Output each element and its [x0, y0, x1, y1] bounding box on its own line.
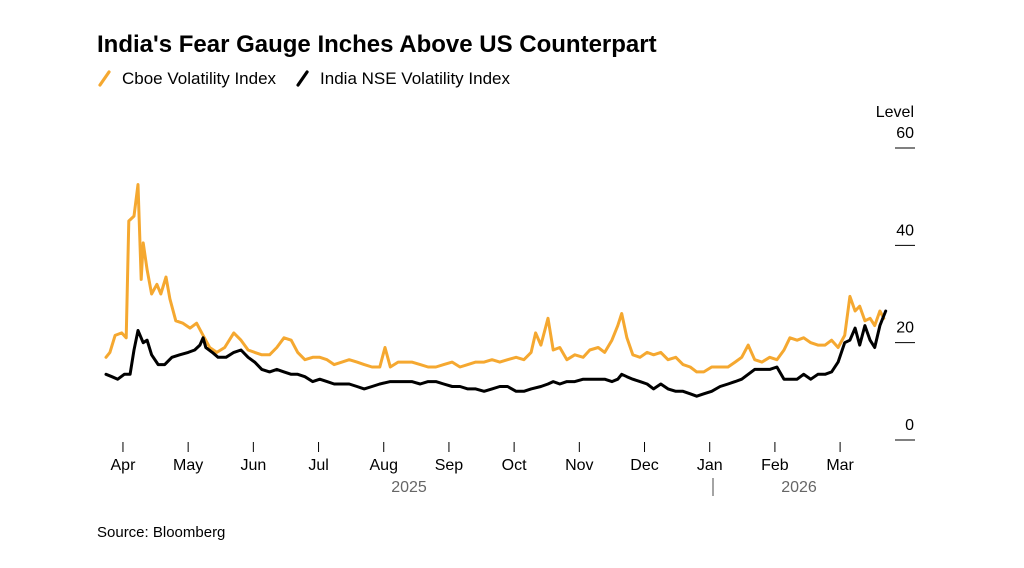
y-axis-label: Level [876, 104, 914, 121]
y-tick-label: 20 [896, 320, 914, 337]
x-tick-label: Mar [826, 457, 854, 474]
year-label: 2026 [781, 479, 817, 496]
x-tick-label: Jun [240, 457, 266, 474]
legend-label: India NSE Volatility Index [320, 69, 510, 88]
legend-swatch [98, 70, 111, 87]
x-tick-label: Oct [502, 457, 527, 474]
x-tick-label: Apr [111, 457, 137, 474]
x-tick-label: Nov [565, 457, 593, 474]
legend-swatch [296, 70, 309, 87]
series-line [104, 309, 888, 398]
year-label: 2025 [391, 479, 427, 496]
chart-title: India's Fear Gauge Inches Above US Count… [97, 31, 657, 58]
x-tick-label: May [173, 457, 203, 474]
series-line [104, 183, 886, 374]
x-tick-label: Jan [697, 457, 723, 474]
x-tick-label: Feb [761, 457, 789, 474]
y-tick-label: 40 [896, 222, 914, 239]
y-tick-label: 60 [896, 125, 914, 142]
x-tick-label: Aug [370, 457, 398, 474]
y-tick-label: 0 [905, 417, 914, 434]
x-tick-label: Sep [435, 457, 464, 474]
legend-label: Cboe Volatility Index [122, 69, 277, 88]
x-tick-label: Dec [630, 457, 658, 474]
source: Source: Bloomberg [97, 524, 225, 541]
x-tick-label: Jul [308, 457, 328, 474]
